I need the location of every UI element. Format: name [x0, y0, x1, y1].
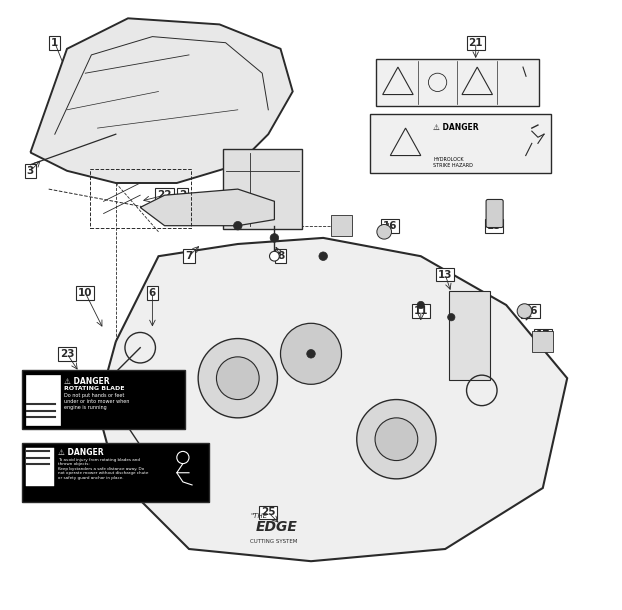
FancyBboxPatch shape	[532, 331, 553, 352]
Text: 3: 3	[27, 166, 34, 176]
Text: ROTATING BLADE: ROTATING BLADE	[64, 386, 124, 390]
Text: 21: 21	[468, 38, 483, 48]
FancyBboxPatch shape	[223, 149, 302, 229]
PathPatch shape	[140, 189, 274, 226]
FancyBboxPatch shape	[22, 370, 185, 429]
Circle shape	[377, 224, 391, 239]
Text: 1: 1	[51, 38, 58, 48]
Text: 25: 25	[261, 508, 276, 517]
Text: Do not put hands or feet
under or into mower when
engine is running: Do not put hands or feet under or into m…	[64, 393, 129, 410]
Text: "THE: "THE	[250, 514, 267, 520]
Text: 16: 16	[523, 306, 538, 316]
Circle shape	[233, 221, 242, 230]
PathPatch shape	[30, 18, 293, 183]
Text: HYDROLOCK
STRIKE HAZARD: HYDROLOCK STRIKE HAZARD	[433, 157, 473, 168]
Text: ⚠ DANGER: ⚠ DANGER	[58, 448, 103, 458]
Text: 15: 15	[487, 221, 501, 231]
FancyBboxPatch shape	[376, 59, 539, 106]
Circle shape	[319, 252, 327, 260]
Text: To avoid injury from rotating blades and
thrown objects:
Keep bystanders a safe : To avoid injury from rotating blades and…	[58, 458, 148, 480]
Text: 16: 16	[383, 221, 397, 231]
Text: 17: 17	[334, 221, 349, 231]
Text: 6: 6	[149, 288, 156, 298]
Text: 11: 11	[414, 306, 428, 316]
Text: 2: 2	[179, 190, 187, 200]
FancyBboxPatch shape	[22, 443, 209, 502]
Circle shape	[417, 301, 424, 309]
Text: 5: 5	[234, 203, 241, 212]
Circle shape	[269, 251, 279, 261]
FancyBboxPatch shape	[450, 291, 490, 380]
FancyBboxPatch shape	[486, 199, 503, 228]
Text: 4: 4	[246, 154, 254, 163]
Circle shape	[517, 304, 532, 318]
Circle shape	[375, 418, 418, 461]
Circle shape	[281, 323, 341, 384]
Text: 7: 7	[185, 251, 193, 261]
Text: 9: 9	[271, 56, 278, 66]
Circle shape	[270, 234, 279, 242]
FancyBboxPatch shape	[331, 215, 352, 236]
Text: 23: 23	[60, 349, 74, 359]
Text: 8: 8	[277, 251, 284, 261]
Text: ⚠ DANGER: ⚠ DANGER	[64, 377, 109, 386]
FancyBboxPatch shape	[26, 375, 60, 425]
Text: 10: 10	[78, 288, 93, 298]
Circle shape	[216, 357, 259, 400]
Text: 13: 13	[438, 270, 452, 279]
Text: CUTTING SYSTEM: CUTTING SYSTEM	[250, 539, 297, 544]
Text: EDGE: EDGE	[256, 520, 298, 534]
Circle shape	[307, 350, 315, 358]
FancyBboxPatch shape	[26, 448, 54, 486]
Circle shape	[448, 314, 455, 321]
Text: 12: 12	[444, 148, 458, 157]
Circle shape	[357, 400, 436, 479]
Text: 24: 24	[139, 477, 154, 487]
Text: 22: 22	[157, 190, 172, 200]
PathPatch shape	[98, 238, 567, 561]
FancyBboxPatch shape	[370, 114, 550, 173]
Text: 17: 17	[536, 331, 550, 340]
Text: ⚠ DANGER: ⚠ DANGER	[433, 123, 478, 132]
Circle shape	[198, 339, 277, 418]
